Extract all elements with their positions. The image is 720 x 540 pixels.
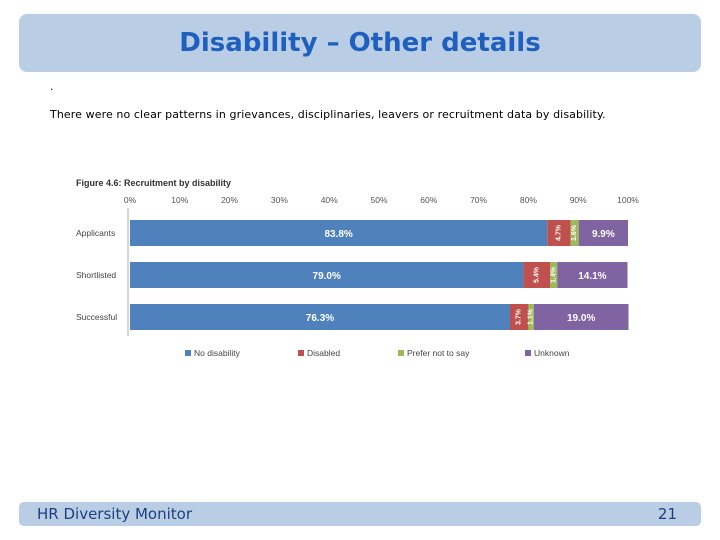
category-label: Applicants <box>76 228 115 238</box>
legend-swatch <box>525 350 531 356</box>
legend-swatch <box>185 350 191 356</box>
bar-segment <box>528 304 534 330</box>
legend-label: No disability <box>194 348 241 358</box>
chart-container: Figure 4.6: Recruitment by disability 0% 1… <box>70 170 650 370</box>
body-text: There were no clear patterns in grievanc… <box>50 108 606 121</box>
data-label: 19.0% <box>567 313 595 324</box>
x-tick-label: 60% <box>420 195 437 205</box>
data-label: 9.9% <box>592 229 615 240</box>
page-number: 21 <box>657 505 677 523</box>
bullet-marker: . <box>50 80 54 93</box>
bar-segment <box>130 304 510 330</box>
bar-segment <box>547 220 571 246</box>
footer-bar: HR Diversity Monitor 21 <box>19 502 701 526</box>
bar-segment <box>130 262 524 288</box>
bar-segment <box>550 262 558 288</box>
data-label: 5.4% <box>533 266 540 283</box>
data-label: 14.1% <box>578 271 606 282</box>
x-tick-label: 10% <box>171 195 188 205</box>
chart-title: Figure 4.6: Recruitment by disability <box>76 178 231 188</box>
legend-swatch <box>398 350 404 356</box>
x-tick-label: 100% <box>617 195 639 205</box>
x-tick-label: 70% <box>470 195 487 205</box>
data-label: 79.0% <box>313 271 341 282</box>
data-label: 3.7% <box>516 308 523 325</box>
data-label: 76.3% <box>306 313 334 324</box>
bar-segment <box>557 262 628 288</box>
x-tick-label: 80% <box>520 195 537 205</box>
category-label: Shortlisted <box>76 270 116 280</box>
data-label: 83.8% <box>324 229 352 240</box>
footer-title: HR Diversity Monitor <box>37 505 192 523</box>
bar-segment <box>509 304 529 330</box>
x-tick-label: 40% <box>321 195 338 205</box>
x-tick-label: 0% <box>124 195 137 205</box>
bar-segment <box>130 220 548 246</box>
bar-segment <box>533 304 629 330</box>
data-label: 1.1% <box>528 308 535 325</box>
title-bar: Disability – Other details <box>19 14 701 72</box>
data-label: 1.6% <box>571 224 578 241</box>
data-label: 4.7% <box>556 224 563 241</box>
data-label: 1.4% <box>550 266 557 283</box>
bar-segment <box>570 220 579 246</box>
category-label: Successful <box>76 312 117 322</box>
legend-label: Unknown <box>534 348 570 358</box>
slide-title: Disability – Other details <box>179 28 541 58</box>
x-tick-label: 20% <box>221 195 238 205</box>
x-tick-label: 30% <box>271 195 288 205</box>
x-tick-label: 50% <box>370 195 387 205</box>
legend-label: Prefer not to say <box>407 348 470 358</box>
bar-segment <box>578 220 628 246</box>
legend-swatch <box>298 350 304 356</box>
legend-label: Disabled <box>307 348 340 358</box>
bar-segment <box>523 262 551 288</box>
recruitment-chart: Figure 4.6: Recruitment by disability 0% 1… <box>76 178 639 358</box>
x-tick-label: 90% <box>570 195 587 205</box>
